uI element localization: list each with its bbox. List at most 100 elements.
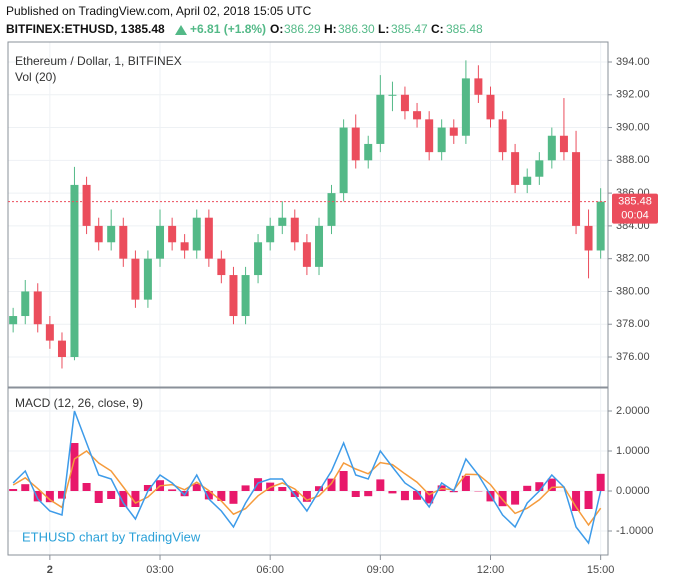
countdown: 00:04 — [621, 210, 649, 222]
x-tick-label: 12:00 — [477, 564, 505, 576]
histogram-bar — [119, 491, 128, 507]
candle-body — [572, 152, 581, 226]
y-tick-label: 382.00 — [616, 253, 650, 265]
candle-body — [511, 152, 520, 185]
histogram-bar — [9, 489, 18, 491]
candle-body — [547, 135, 556, 161]
candle-body — [302, 242, 311, 267]
candle-body — [413, 111, 422, 120]
candle-body — [461, 78, 470, 136]
histogram-bar — [364, 491, 373, 497]
volume-label: Vol (20) — [15, 70, 56, 84]
y-tick-label: 394.00 — [616, 56, 650, 68]
histogram-bar — [131, 491, 140, 507]
candle-body — [70, 184, 79, 358]
candle-body — [339, 127, 348, 194]
candle-body — [559, 135, 568, 153]
candle-body — [351, 127, 360, 161]
histogram-bar — [45, 491, 54, 503]
histogram-bar — [572, 491, 581, 511]
histogram-bar — [547, 478, 556, 491]
candle-body — [596, 201, 605, 251]
histogram-bar — [229, 491, 238, 504]
candle-body — [57, 340, 66, 358]
candle-body — [168, 225, 177, 243]
histogram-bar — [461, 475, 470, 491]
histogram-bar — [143, 485, 152, 491]
candle-body — [535, 160, 544, 177]
histogram-bar — [584, 491, 593, 509]
h-label: H: — [324, 22, 337, 36]
y-tick-label: 388.00 — [616, 154, 650, 166]
candle-body — [143, 258, 152, 300]
y-tick-label: 392.00 — [616, 89, 650, 101]
low: 385.47 — [391, 22, 428, 36]
candle-body — [474, 78, 483, 95]
o-label: O: — [270, 22, 283, 36]
high: 386.30 — [338, 22, 375, 36]
candle-body — [254, 242, 263, 276]
candle-body — [241, 275, 250, 317]
y-tick-label: 0.0000 — [616, 485, 650, 497]
symbol-line: BITFINEX:ETHUSD, 1 385.48 +6.81 (+1.8%) … — [6, 22, 483, 36]
source: Published on TradingView.com, April 02, … — [6, 4, 312, 18]
histogram-bar — [400, 491, 409, 501]
candle-body — [315, 225, 324, 267]
close: 385.48 — [446, 22, 483, 36]
candle-body — [290, 217, 299, 243]
candle-body — [131, 258, 140, 300]
open: 386.29 — [284, 22, 321, 36]
candle-body — [119, 225, 128, 259]
candle-body — [21, 291, 30, 317]
histogram-bar — [94, 491, 103, 503]
histogram-bar — [523, 485, 532, 491]
marks — [8, 60, 608, 545]
y-tick-label: 1.0000 — [616, 445, 650, 457]
histogram-bar — [168, 489, 177, 491]
candle-body — [82, 184, 91, 226]
histogram-bar — [376, 479, 385, 491]
histogram-bar — [82, 483, 91, 491]
candle-body — [9, 316, 18, 325]
histogram-bar — [351, 491, 360, 497]
candle-body — [45, 324, 54, 341]
x-tick-label: 15:00 — [587, 564, 615, 576]
candle-body — [486, 94, 495, 120]
histogram-bar — [204, 491, 213, 500]
candle-body — [266, 225, 275, 243]
histogram-bar — [21, 484, 30, 491]
candle-body — [449, 127, 458, 136]
histogram-bar — [57, 491, 66, 499]
histogram-bar — [315, 486, 324, 491]
x-tick-label: 2 — [47, 564, 53, 576]
histogram-bar — [70, 443, 79, 491]
candle-body — [400, 94, 409, 112]
candle-body — [278, 217, 287, 226]
candle-body — [376, 94, 385, 144]
up-arrow — [175, 25, 187, 35]
c-label: C: — [431, 22, 444, 36]
candle-body — [327, 193, 336, 226]
histogram-bar — [217, 491, 226, 501]
candle-body — [192, 217, 201, 251]
histogram-bar — [278, 487, 287, 491]
x-tick-label: 06:00 — [256, 564, 284, 576]
histogram-bar — [339, 471, 348, 491]
symbol: BITFINEX:ETHUSD, 1 — [6, 22, 128, 36]
candle-body — [584, 225, 593, 251]
histogram-bar — [254, 478, 263, 491]
price-title: Ethereum / Dollar, 1, BITFINEX — [15, 54, 182, 68]
candle-body — [217, 258, 226, 276]
y-tick-label: 390.00 — [616, 121, 650, 133]
histogram-bar — [511, 491, 520, 505]
candle-body — [204, 217, 213, 259]
price-pane — [7, 41, 609, 388]
x-tick-label: 09:00 — [367, 564, 395, 576]
histogram-bar — [302, 491, 311, 502]
histogram-bar — [535, 482, 544, 491]
candle-body — [229, 275, 238, 317]
candle-body — [156, 225, 165, 259]
histogram-bar — [241, 485, 250, 491]
histogram-bar — [327, 478, 336, 491]
candle-body — [498, 119, 507, 153]
